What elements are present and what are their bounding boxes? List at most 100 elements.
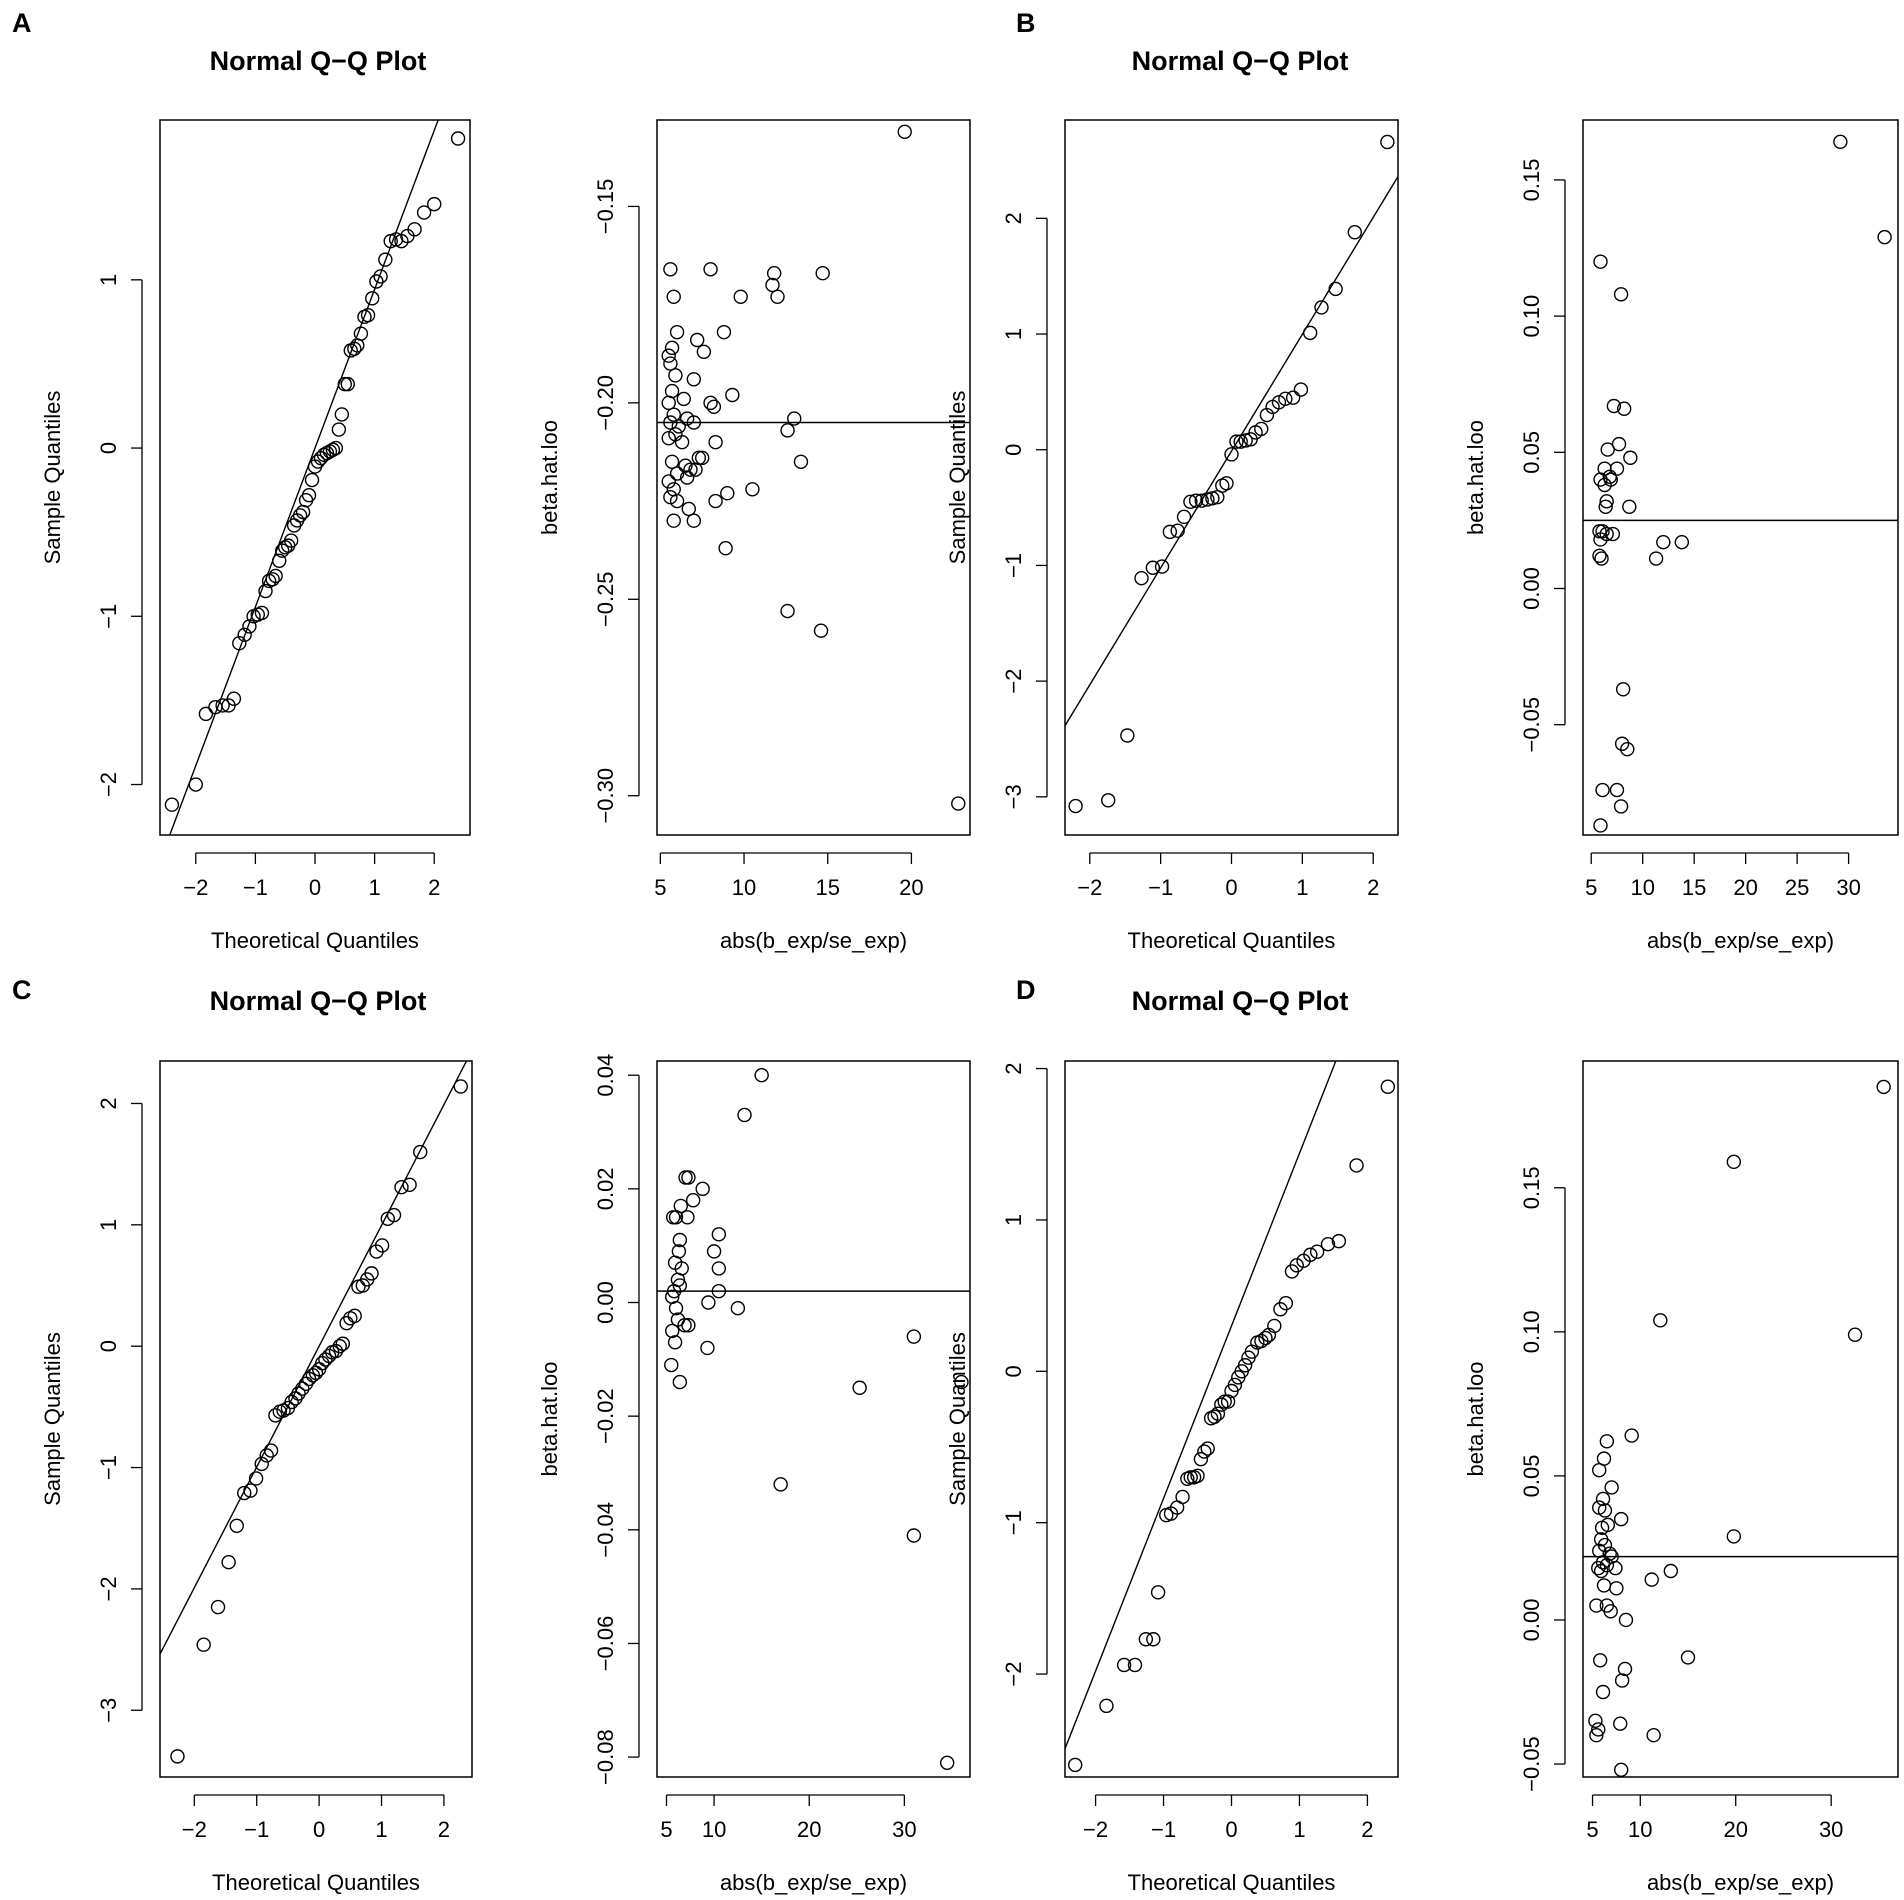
chart-4-data-point bbox=[1611, 436, 1627, 452]
chart-8-data-point bbox=[1591, 1722, 1606, 1737]
chart-1-data-point bbox=[369, 274, 384, 289]
chart-2-x-tick-label: 10 bbox=[732, 875, 756, 900]
chart-5-y-tick-label: −1 bbox=[96, 1455, 121, 1480]
chart-4-data-point bbox=[1606, 398, 1622, 414]
chart-6-data-point bbox=[677, 1318, 692, 1333]
chart-4-data-point bbox=[1593, 254, 1608, 269]
chart-3-data-point bbox=[1229, 434, 1244, 449]
chart-3-x-tick-label: 0 bbox=[1225, 875, 1237, 900]
chart-7-data-point bbox=[1303, 1247, 1318, 1262]
chart-7-data-point bbox=[1200, 1441, 1215, 1456]
chart-8-data-point bbox=[1614, 1673, 1630, 1688]
chart-7-data-point bbox=[1183, 1470, 1198, 1485]
chart-1-data-point bbox=[378, 252, 393, 267]
panel-label-c: C bbox=[12, 975, 32, 1005]
chart-4-data-point bbox=[1622, 499, 1637, 514]
chart-7-data-point bbox=[1150, 1585, 1166, 1600]
chart-5-y-tick-label: 1 bbox=[96, 1219, 121, 1231]
chart-3-data-point bbox=[1285, 390, 1301, 405]
chart-6-plot-frame bbox=[656, 1060, 971, 1778]
chart-7-data-point bbox=[1309, 1244, 1325, 1259]
chart-2-data-point bbox=[661, 474, 676, 489]
chart-3-data-point bbox=[1302, 325, 1318, 341]
chart-7-data-point bbox=[1197, 1444, 1212, 1459]
chart-5-data-point bbox=[254, 1456, 269, 1472]
chart-6-y-axis-label: beta.hat.loo bbox=[537, 1362, 562, 1477]
chart-8-data-point bbox=[1847, 1327, 1863, 1342]
chart-2-data-point bbox=[683, 462, 698, 477]
chart-1-plot-frame bbox=[159, 119, 471, 836]
chart-4-x-tick-label: 5 bbox=[1585, 875, 1597, 900]
chart-4-x-tick-label: 10 bbox=[1630, 875, 1654, 900]
chart-5-data-point bbox=[295, 1381, 310, 1396]
chart-2-data-point bbox=[897, 124, 912, 139]
chart-6-data-point bbox=[680, 1210, 695, 1225]
chart-6-data-point bbox=[906, 1329, 922, 1344]
chart-6-y-tick-label: −0.08 bbox=[593, 1729, 618, 1785]
chart-8-data-point bbox=[1876, 1079, 1891, 1095]
chart-4-data-point bbox=[1614, 736, 1630, 751]
chart-4-data-point bbox=[1613, 799, 1629, 814]
chart-2-data-point bbox=[694, 450, 710, 466]
chart-1-data-point bbox=[334, 407, 350, 422]
chart-5-x-tick-label: 0 bbox=[313, 1817, 325, 1842]
chart-2-data-point bbox=[669, 493, 685, 509]
chart-2-y-tick-label: −0.30 bbox=[593, 768, 618, 824]
chart-4-data-point bbox=[1616, 401, 1632, 416]
chart-7-x-tick-label: 1 bbox=[1293, 1817, 1305, 1842]
chart-1-data-point bbox=[258, 583, 273, 599]
chart-2-data-point bbox=[686, 415, 702, 430]
chart-8-data-point bbox=[1609, 1581, 1624, 1596]
chart-3-reference-line bbox=[1065, 176, 1398, 727]
chart-8-data-point bbox=[1608, 1560, 1623, 1576]
chart-7-y-tick-label: −2 bbox=[1001, 1662, 1026, 1687]
chart-5-data-point bbox=[237, 1485, 252, 1501]
chart-8-data-point bbox=[1726, 1529, 1742, 1544]
chart-7-x-tick-label: 2 bbox=[1361, 1817, 1373, 1842]
chart-7-data-point bbox=[1331, 1233, 1347, 1249]
chart-8-data-point bbox=[1599, 1434, 1615, 1449]
chart-3-data-point bbox=[1176, 509, 1192, 525]
chart-2-data-point bbox=[793, 454, 809, 469]
chart-2-data-point bbox=[703, 395, 718, 411]
chart-8-data-point bbox=[1595, 1684, 1611, 1700]
chart-1-data-point bbox=[242, 619, 257, 634]
chart-4-data-point bbox=[1595, 524, 1610, 539]
chart-7-data-point bbox=[1146, 1632, 1161, 1647]
chart-6-data-point bbox=[668, 1210, 684, 1225]
chart-2-data-point bbox=[681, 501, 697, 517]
chart-2-data-point bbox=[666, 407, 681, 422]
chart-7-x-tick-label: −2 bbox=[1083, 1817, 1108, 1842]
chart-8-y-tick-label: 0.05 bbox=[1519, 1454, 1544, 1497]
chart-1-y-tick-label: −2 bbox=[96, 772, 121, 797]
chart-1-data-point bbox=[164, 797, 180, 812]
chart-7-data-point bbox=[1116, 1657, 1132, 1673]
chart-4-data-point bbox=[1605, 526, 1621, 542]
chart-5-data-point bbox=[339, 1315, 354, 1331]
chart-2-data-point bbox=[813, 623, 829, 638]
chart-5-data-point bbox=[453, 1079, 468, 1094]
chart-1-data-point bbox=[292, 508, 308, 523]
chart-8-x-axis-label: abs(b_exp/se_exp) bbox=[1647, 1870, 1834, 1895]
chart-1-data-point bbox=[304, 472, 320, 488]
chart-5-y-axis-label: Sample Quantiles bbox=[40, 1332, 65, 1506]
chart-5-title: Normal Q−Q Plot bbox=[210, 986, 427, 1016]
chart-7-data-point bbox=[1127, 1657, 1143, 1673]
chart-1-data-point bbox=[337, 376, 353, 392]
chart-4-data-point bbox=[1593, 818, 1608, 833]
chart-8-data-point bbox=[1594, 1520, 1610, 1535]
chart-5-y-tick-label: 2 bbox=[96, 1097, 121, 1109]
chart-5-x-tick-label: 2 bbox=[438, 1817, 450, 1842]
chart-6-data-point bbox=[681, 1170, 696, 1185]
chart-6-data-point bbox=[700, 1340, 715, 1356]
chart-6-data-point bbox=[665, 1210, 681, 1225]
chart-8-data-point bbox=[1663, 1563, 1679, 1579]
chart-2-data-point bbox=[766, 266, 782, 281]
chart-4-x-tick-label: 20 bbox=[1733, 875, 1757, 900]
chart-8-data-point bbox=[1595, 1491, 1611, 1507]
chart-5-data-point bbox=[248, 1471, 264, 1486]
chart-8-x-tick-label: 10 bbox=[1628, 1817, 1652, 1842]
chart-6-y-tick-label: 0.04 bbox=[593, 1054, 618, 1097]
chart-6-data-point bbox=[695, 1181, 710, 1197]
chart-8-data-point bbox=[1604, 1480, 1619, 1495]
